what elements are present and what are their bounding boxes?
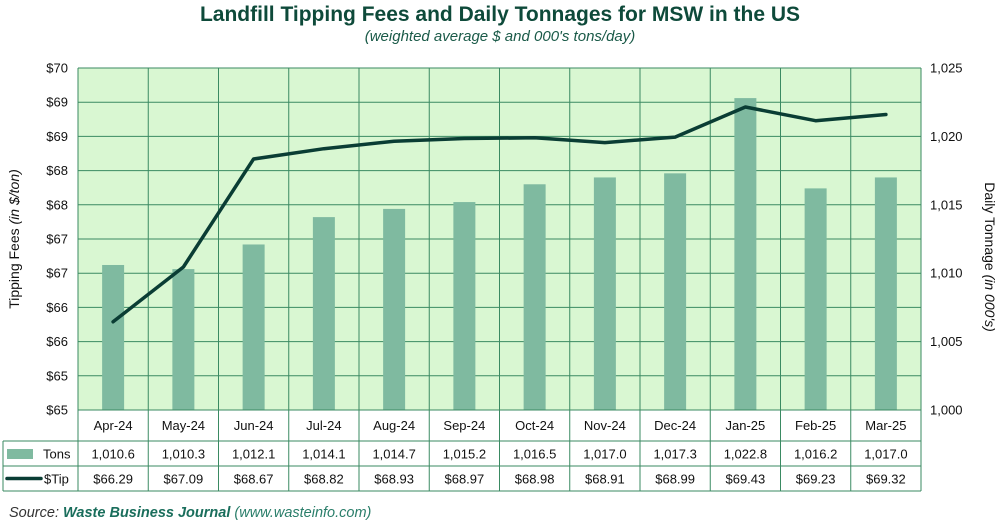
- left-axis-title-main: Tipping Fees: [6, 228, 22, 308]
- left-tick-label: $66: [46, 300, 68, 315]
- grid-lines: [77, 67, 922, 411]
- left-tick-label: $67: [46, 232, 68, 247]
- x-tick-label: Oct-24: [515, 418, 554, 433]
- table-cell-tip: $69.43: [725, 472, 765, 487]
- x-tick-label: Nov-24: [584, 418, 626, 433]
- table-cell-tip: $69.23: [796, 472, 836, 487]
- bar-tons: [874, 177, 897, 410]
- left-tick-label: $65: [46, 368, 68, 383]
- right-tick-label: 1,020: [930, 129, 963, 144]
- table-cell-tons: 1,016.2: [794, 447, 837, 462]
- bar-tons: [242, 244, 265, 410]
- table-cell-tons: 1,022.8: [724, 447, 767, 462]
- left-tick-label: $65: [46, 403, 68, 418]
- x-tick-label: Mar-25: [865, 418, 906, 433]
- right-axis-title-units: (in 000's): [982, 275, 998, 332]
- bar-tons: [734, 98, 757, 410]
- x-tick-label: Feb-25: [795, 418, 836, 433]
- table-cell-tons: 1,012.1: [232, 447, 275, 462]
- x-tick-label: Jan-25: [726, 418, 766, 433]
- legend-label-tip: $Tip: [44, 472, 69, 487]
- bar-tons: [523, 184, 546, 410]
- right-axis-title-main: Daily Tonnage: [982, 182, 998, 271]
- source-note: Source: Waste Business Journal (www.wast…: [9, 505, 371, 521]
- x-tick-label: Jun-24: [234, 418, 274, 433]
- table-cell-tip: $69.32: [866, 472, 906, 487]
- bar-tons: [593, 177, 616, 410]
- data-table: Apr-24 May-24 Jun-24 Jul-24 Aug-24 Sep-24 Oct-…: [2, 409, 922, 492]
- table-cell-tons: 1,015.2: [443, 447, 486, 462]
- left-tick-label: $69: [46, 129, 68, 144]
- right-tick-label: 1,005: [930, 334, 963, 349]
- table-cell-tip: $68.91: [585, 472, 625, 487]
- right-tick-label: 1,000: [930, 403, 963, 418]
- table-cell-tons: 1,014.7: [372, 447, 415, 462]
- table-cell-tons: 1,017.0: [583, 447, 626, 462]
- left-axis-ticks: $65 $65 $66 $66 $67 $67 $68 $68 $69 $69 $70: [46, 61, 68, 418]
- tons-bars: [102, 98, 897, 410]
- source-prefix: Source:: [9, 505, 63, 521]
- table-cell-tons: 1,017.0: [864, 447, 907, 462]
- table-cell-tons: 1,017.3: [653, 447, 696, 462]
- left-tick-label: $69: [46, 95, 68, 110]
- table-cell-tip: $68.93: [374, 472, 414, 487]
- chart-title: Landfill Tipping Fees and Daily Tonnages…: [200, 3, 800, 26]
- chart-subtitle: (weighted average $ and 000's tons/day): [365, 28, 636, 45]
- table-cell-tons: 1,010.3: [162, 447, 205, 462]
- x-tick-label: Dec-24: [654, 418, 696, 433]
- x-tick-label: Aug-24: [373, 418, 415, 433]
- left-tick-label: $68: [46, 197, 68, 212]
- x-tick-label: May-24: [162, 418, 205, 433]
- table-cell-tons: 1,014.1: [302, 447, 345, 462]
- right-axis-ticks: 1,000 1,005 1,010 1,015 1,020 1,025: [930, 61, 963, 418]
- table-cell-tons: 1,010.6: [91, 447, 134, 462]
- bar-tons: [102, 264, 125, 410]
- left-axis-title-units: (in $/ton): [6, 169, 22, 224]
- table-cell-tip: $68.67: [234, 472, 274, 487]
- table-cell-tip: $68.99: [655, 472, 695, 487]
- legend-swatch-tons: [7, 449, 33, 459]
- bar-tons: [453, 202, 476, 410]
- tip-fee-line: [111, 105, 888, 324]
- table-cell-tip: $67.09: [163, 472, 203, 487]
- right-axis-title: Daily Tonnage (in 000's): [982, 182, 998, 332]
- left-tick-label: $70: [46, 61, 68, 76]
- table-cell-tip: $66.29: [93, 472, 133, 487]
- legend-label-tons: Tons: [43, 447, 71, 462]
- x-tick-label: Jul-24: [306, 418, 341, 433]
- right-tick-label: 1,015: [930, 197, 963, 212]
- source-url: (www.wasteinfo.com): [234, 505, 371, 521]
- x-tick-label: Apr-24: [94, 418, 133, 433]
- table-cell-tip: $68.97: [444, 472, 484, 487]
- left-tick-label: $66: [46, 334, 68, 349]
- table-cell-tons: 1,016.5: [513, 447, 556, 462]
- source-name: Waste Business Journal: [63, 505, 231, 521]
- bar-tons: [172, 269, 195, 410]
- table-cell-tip: $68.82: [304, 472, 344, 487]
- bar-tons: [312, 217, 335, 410]
- right-tick-label: 1,010: [930, 266, 963, 281]
- left-tick-label: $67: [46, 266, 68, 281]
- bar-tons: [664, 173, 687, 410]
- left-axis-title: Tipping Fees (in $/ton): [6, 169, 22, 309]
- bar-tons: [804, 188, 827, 410]
- x-tick-label: Sep-24: [443, 418, 485, 433]
- table-cell-tip: $68.98: [515, 472, 555, 487]
- bar-tons: [383, 208, 406, 410]
- right-tick-label: 1,025: [930, 61, 963, 76]
- left-tick-label: $68: [46, 163, 68, 178]
